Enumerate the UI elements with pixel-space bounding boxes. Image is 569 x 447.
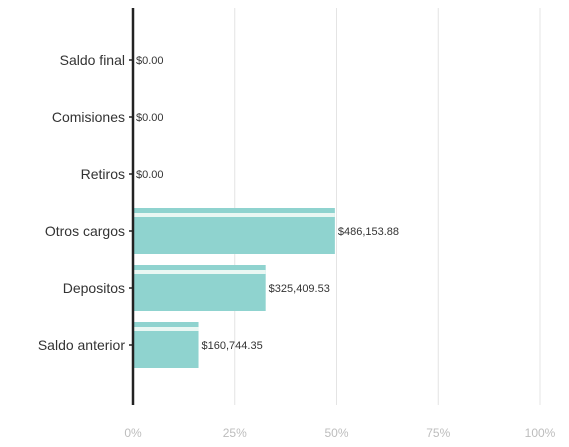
x-tick-label: 75% (426, 426, 450, 440)
value-label: $0.00 (136, 55, 164, 67)
bar-highlight (133, 270, 266, 274)
category-label: Otros cargos (45, 223, 125, 239)
x-tick-label: 25% (223, 426, 247, 440)
category-label: Retiros (81, 166, 125, 182)
category-label: Depositos (63, 280, 125, 296)
axis-group (129, 8, 135, 405)
bar-highlight (133, 327, 199, 331)
value-label: $0.00 (136, 169, 164, 181)
labels-group: 0% 25% 50% 75% 100% Saldo final $0.00 Comisione… (38, 52, 556, 440)
category-label: Comisiones (52, 109, 125, 125)
x-tick-label: 100% (525, 426, 556, 440)
value-label: $160,744.35 (202, 340, 263, 352)
grid-lines (234, 8, 541, 405)
category-label: Saldo final (60, 52, 125, 68)
bars-group (133, 208, 335, 368)
x-tick-label: 50% (324, 426, 348, 440)
x-tick-label: 0% (124, 426, 142, 440)
value-label: $0.00 (136, 112, 164, 124)
value-label: $325,409.53 (269, 283, 330, 295)
value-label: $486,153.88 (338, 226, 399, 238)
bar-highlight (133, 213, 335, 217)
category-label: Saldo anterior (38, 337, 126, 353)
